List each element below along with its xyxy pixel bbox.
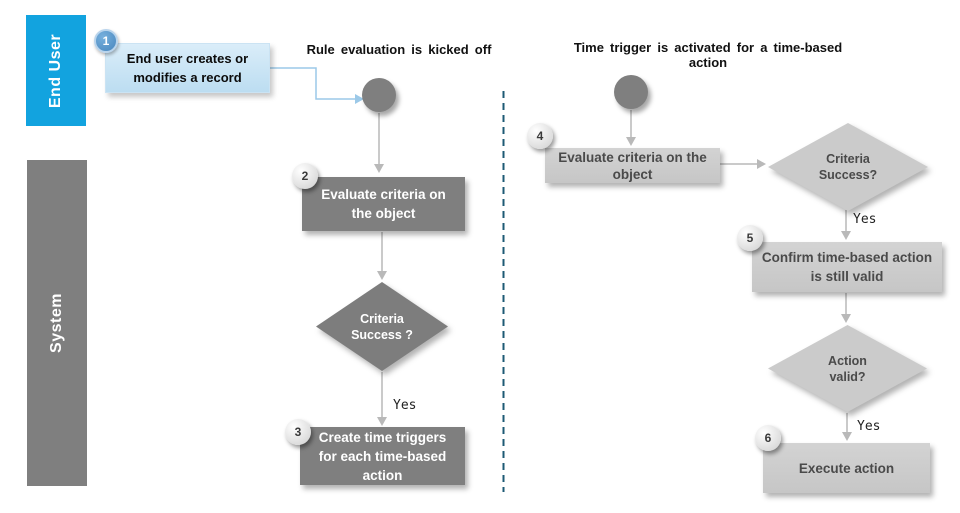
arrowhead-evaluate-to-decision-right bbox=[757, 159, 766, 169]
arrowhead-decision-to-confirm bbox=[841, 231, 851, 240]
decision-criteria-success-right-label: Criteria Success? bbox=[818, 152, 878, 182]
decision-criteria-success-left-shape: Criteria Success ? bbox=[316, 282, 448, 371]
decision-action-valid-label: Action valid? bbox=[828, 353, 867, 384]
step-badge-5: 5 bbox=[737, 225, 763, 251]
arrowhead-record-to-start bbox=[355, 94, 364, 104]
step-evaluate-criteria-left-label: Evaluate criteria on the object bbox=[321, 187, 446, 221]
step-evaluate-criteria-left: Evaluate criteria on the object bbox=[302, 177, 465, 231]
yes-label-left: Yes bbox=[393, 398, 417, 413]
yes-label-criteria-right: Yes bbox=[853, 212, 877, 227]
arrowhead-confirm-to-decision-valid bbox=[841, 314, 851, 323]
lane-end-user-label: End User bbox=[47, 33, 64, 108]
step-evaluate-criteria-right-label: Evaluate criteria on the object bbox=[558, 149, 707, 182]
decision-criteria-success-right-shape: Criteria Success? bbox=[768, 123, 928, 211]
step-confirm-action-valid: Confirm time-based action is still valid bbox=[752, 242, 942, 292]
lane-system: System bbox=[27, 160, 87, 486]
start-node-left bbox=[362, 78, 396, 112]
connector-record-to-start bbox=[270, 67, 355, 100]
step-end-user-creates-record: End user creates or modifies a record bbox=[105, 43, 270, 93]
yes-label-action-valid: Yes bbox=[857, 419, 881, 434]
step-badge-6: 6 bbox=[755, 425, 781, 451]
decision-criteria-success-left-label: Criteria Success ? bbox=[351, 311, 413, 342]
step-badge-1: 1 bbox=[94, 29, 118, 53]
step-execute-action: Execute action bbox=[763, 443, 930, 493]
lane-system-label: System bbox=[47, 293, 65, 353]
step-confirm-action-valid-label: Confirm time-based action is still valid bbox=[761, 250, 933, 284]
step-badge-4: 4 bbox=[527, 123, 553, 149]
arrowhead-evaluate-to-decision-left bbox=[377, 271, 387, 280]
start-node-right bbox=[614, 75, 648, 109]
decision-criteria-success-left: Criteria Success ? bbox=[316, 282, 448, 371]
arrowhead-decision-to-create-triggers bbox=[377, 417, 387, 426]
arrowhead-start-to-evaluate-left bbox=[374, 164, 384, 173]
step-end-user-creates-record-label: End user creates or modifies a record bbox=[126, 51, 249, 85]
step-badge-3: 3 bbox=[285, 419, 311, 445]
step-create-time-triggers: Create time triggers for each time-based… bbox=[300, 427, 465, 485]
step-evaluate-criteria-right: Evaluate criteria on the object bbox=[545, 148, 720, 183]
flow-title-rule-evaluation: Rule evaluation is kicked off bbox=[306, 42, 492, 57]
decision-action-valid-shape: Action valid? bbox=[768, 325, 927, 412]
arrowhead-start-to-evaluate-right bbox=[626, 137, 636, 146]
step-badge-2: 2 bbox=[292, 163, 318, 189]
decision-criteria-success-right: Criteria Success? bbox=[768, 123, 928, 211]
step-execute-action-label: Execute action bbox=[798, 460, 895, 476]
flow-title-time-trigger: Time trigger is activated for a time-bas… bbox=[573, 40, 843, 70]
arrowhead-decision-valid-to-execute bbox=[842, 432, 852, 441]
decision-action-valid: Action valid? bbox=[768, 325, 927, 412]
lane-end-user: End User bbox=[26, 15, 86, 126]
step-create-time-triggers-label: Create time triggers for each time-based… bbox=[318, 429, 447, 483]
